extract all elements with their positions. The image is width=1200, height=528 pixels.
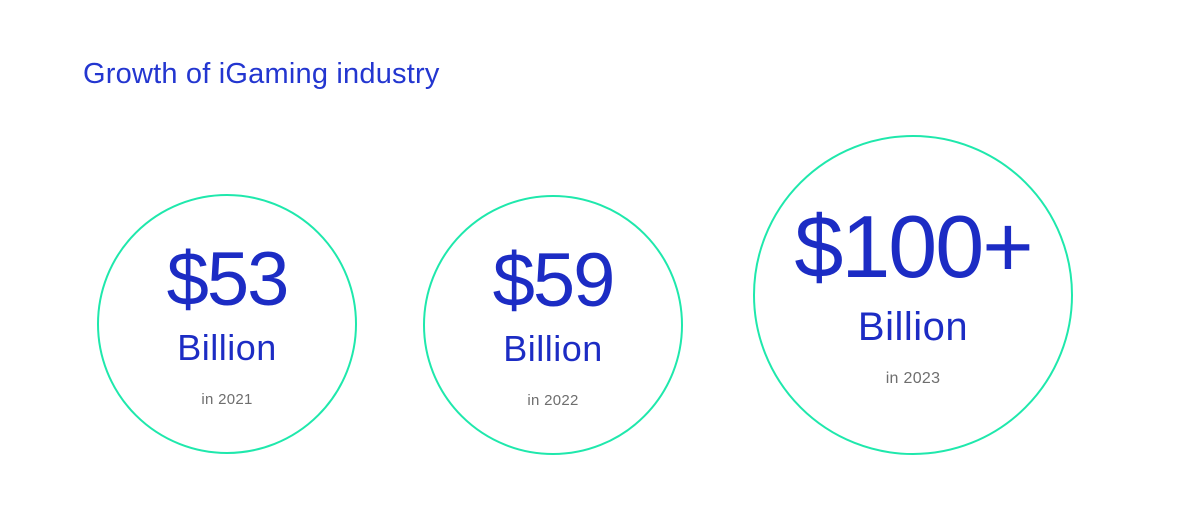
year-label-2022: in 2022 — [527, 391, 579, 409]
year-label-2021: in 2021 — [201, 390, 253, 408]
amount-unit-2022: Billion — [503, 327, 603, 369]
page-title: Growth of iGaming industry — [83, 58, 440, 90]
amount-unit-2021: Billion — [177, 326, 277, 368]
amount-value-2021: $53 — [166, 236, 290, 322]
year-label-2023: in 2023 — [885, 370, 941, 387]
amount-value-2023: $100+ — [794, 197, 1033, 296]
growth-circle-2022: $59 Billion in 2022 — [423, 195, 683, 455]
growth-circle-2021: $53 Billion in 2021 — [97, 194, 357, 454]
growth-circle-2023: $100+ Billion in 2023 — [753, 135, 1073, 455]
amount-value-2022: $59 — [492, 237, 616, 323]
amount-unit-2023: Billion — [857, 305, 969, 349]
